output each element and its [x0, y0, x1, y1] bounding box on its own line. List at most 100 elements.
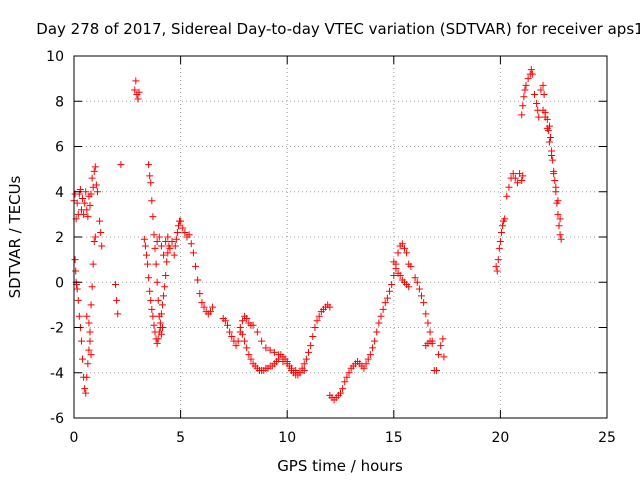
data-point	[84, 213, 92, 221]
data-point	[164, 233, 172, 241]
data-point	[307, 342, 315, 350]
x-tick-label: 15	[385, 430, 403, 446]
data-point	[83, 373, 91, 381]
y-tick-label: 10	[46, 49, 64, 65]
data-point	[243, 344, 251, 352]
data-point	[539, 106, 547, 114]
data-point	[236, 324, 244, 331]
data-point	[390, 258, 398, 266]
data-point	[93, 188, 101, 196]
data-point	[337, 389, 344, 397]
x-axis-label: GPS time / hours	[277, 457, 403, 475]
data-point	[283, 357, 291, 365]
y-tick-label: 6	[55, 140, 64, 156]
data-point	[112, 281, 120, 289]
x-tick-label: 5	[176, 430, 185, 446]
data-point	[146, 172, 154, 180]
data-point	[539, 81, 547, 89]
data-point	[88, 174, 96, 182]
data-point	[253, 328, 261, 336]
data-point	[439, 335, 447, 343]
data-point	[556, 231, 564, 239]
data-point	[148, 305, 156, 313]
data-point	[518, 111, 526, 119]
y-axis-label: SDTVAR / TECUs	[6, 175, 24, 298]
data-point	[521, 86, 529, 94]
y-axis-ticks: -6 -4 -2 0 2 4 6 8 10	[46, 49, 607, 427]
data-point	[315, 312, 323, 320]
data-point	[400, 244, 408, 252]
data-point	[160, 292, 168, 300]
data-point	[540, 90, 548, 98]
data-point	[519, 102, 527, 110]
data-point	[142, 251, 150, 259]
data-point	[206, 308, 214, 316]
data-point	[153, 238, 161, 246]
data-point	[87, 351, 95, 359]
data-point	[394, 249, 402, 257]
data-point	[77, 337, 85, 345]
data-point	[373, 328, 381, 336]
data-point	[241, 337, 249, 345]
data-point	[503, 192, 511, 200]
data-point	[134, 95, 142, 103]
data-point	[262, 344, 270, 352]
data-point	[513, 179, 521, 187]
data-point	[234, 337, 242, 345]
data-point	[435, 351, 443, 359]
data-point	[98, 242, 106, 250]
data-point	[79, 195, 87, 203]
data-point	[548, 152, 556, 160]
data-point	[407, 262, 415, 270]
data-point	[82, 389, 90, 397]
data-point	[173, 228, 181, 236]
data-point	[88, 283, 96, 291]
data-point	[302, 355, 310, 363]
data-point	[163, 258, 171, 266]
data-point	[520, 93, 528, 101]
data-point	[413, 278, 421, 286]
data-point	[505, 183, 513, 191]
data-point	[524, 75, 532, 83]
data-point	[422, 310, 430, 318]
data-point	[114, 310, 122, 318]
data-point	[161, 283, 169, 291]
data-point	[224, 321, 232, 329]
data-point	[113, 296, 121, 304]
data-point	[81, 385, 89, 393]
data-point	[371, 337, 379, 345]
data-point	[141, 242, 149, 250]
data-point	[555, 222, 563, 230]
data-point	[152, 260, 160, 268]
data-point	[155, 312, 163, 320]
data-point	[226, 328, 234, 336]
data-point	[150, 321, 158, 329]
data-point	[309, 333, 317, 341]
data-point	[345, 369, 353, 377]
data-point	[375, 319, 383, 327]
data-point	[305, 348, 313, 356]
data-point	[81, 199, 89, 207]
data-point	[426, 328, 434, 336]
data-point	[247, 355, 255, 363]
data-point	[243, 314, 251, 322]
data-point	[181, 228, 189, 236]
y-tick-label: -2	[50, 321, 64, 337]
data-point	[86, 328, 94, 336]
data-point	[146, 287, 154, 295]
data-point	[171, 242, 179, 250]
data-point	[155, 233, 163, 241]
data-point	[528, 70, 536, 78]
data-point	[527, 66, 535, 74]
data-point	[398, 240, 406, 248]
y-tick-label: -6	[50, 411, 64, 427]
data-point	[245, 351, 253, 359]
data-point	[266, 346, 274, 354]
data-point	[550, 170, 558, 178]
data-point	[132, 77, 140, 85]
data-point	[296, 369, 304, 377]
data-point	[89, 260, 97, 268]
x-axis-ticks: 0 5 10 15 20 25	[70, 56, 616, 446]
data-point	[547, 133, 555, 141]
data-point	[364, 355, 372, 363]
